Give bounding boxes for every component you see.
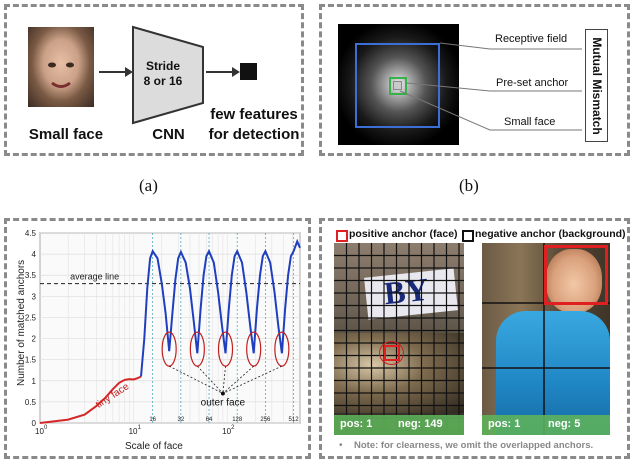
cnn-trapezoid	[132, 25, 204, 125]
y-tick-label: 1.5	[25, 356, 37, 365]
right-positive-anchor	[544, 245, 608, 305]
anchor-scale-label: 128	[232, 417, 243, 423]
outer-face-point	[220, 391, 225, 396]
y-tick-label: 4.5	[25, 229, 37, 238]
y-tick-label: 3	[32, 292, 37, 301]
arrow-face-to-cnn	[99, 67, 133, 77]
series-normal	[140, 238, 301, 377]
right-count-bar	[482, 415, 610, 435]
mutual-mismatch-box: Mutual Mismatch	[585, 29, 608, 142]
anchor-scale-label: 16	[149, 417, 156, 423]
receptive-field-box	[355, 43, 440, 128]
anchor-scale-label: 512	[289, 417, 300, 423]
legend-negative-swatch	[462, 230, 474, 242]
series-tiny	[39, 375, 142, 424]
arrow-cnn-to-features	[206, 67, 240, 77]
y-axis-label: Number of matched anchors	[16, 260, 27, 386]
plot-area	[39, 232, 301, 424]
outer-face-leader	[222, 365, 254, 394]
anchor-scale-label: 64	[206, 417, 213, 423]
legend-negative-label: negative anchor (background)	[475, 228, 626, 240]
cnn-label: CNN	[152, 126, 185, 143]
mutual-mismatch-label: Mutual Mismatch	[589, 36, 604, 135]
y-tick-label: 2	[32, 335, 37, 344]
receptive-field-label: Receptive field	[495, 33, 568, 45]
y-tick-label: 4	[32, 250, 37, 259]
right-pos-count: pos: 1	[488, 418, 521, 430]
y-tick-label: 0.5	[25, 398, 37, 407]
stride-label: Stride	[145, 59, 180, 73]
anchor-scale-label: 32	[178, 417, 185, 423]
panel-b: Receptive field Pre-set anchor Small fac…	[319, 4, 630, 156]
left-photo: BY pos: 1 neg: 149	[334, 243, 464, 435]
anchor-scale-label: 256	[260, 417, 271, 423]
preset-anchor-label: Pre-set anchor	[496, 77, 569, 89]
left-face-circle	[379, 341, 404, 365]
y-tick-label: 3.5	[25, 271, 37, 280]
x-tick-label: 10	[129, 427, 138, 436]
small-face-dot	[393, 81, 402, 90]
small-face-image	[28, 27, 94, 107]
note-bullet: •	[339, 440, 343, 451]
preset-anchor-box	[389, 77, 407, 95]
stride-values: 8 or 16	[143, 74, 183, 88]
caption-a: (a)	[139, 176, 158, 195]
x-tick-label: 10	[222, 427, 231, 436]
feature-map-block	[240, 63, 257, 80]
x-tick-label: 10	[35, 427, 44, 436]
legend-positive-swatch	[336, 230, 348, 242]
outer-face-leader	[222, 366, 226, 394]
left-count-bar	[334, 415, 464, 435]
panel-d: positive anchor (face) negative anchor (…	[319, 218, 630, 459]
left-neg-count: neg: 149	[398, 418, 443, 430]
small-face-label: Small face	[28, 126, 104, 143]
y-tick-label: 2.5	[25, 313, 37, 322]
outer-face-label: outer face	[201, 397, 246, 408]
average-line-label: average line	[70, 272, 119, 282]
y-tick-label: 0	[32, 419, 37, 428]
matched-anchors-chart: 00.511.522.533.544.5 10 0 10 1 10 216 32 64 128 2…	[16, 229, 301, 452]
x-axis-label: Scale of face	[125, 441, 183, 452]
small-face-label-b: Small face	[504, 116, 556, 128]
legend-positive-label: positive anchor (face)	[349, 228, 458, 240]
right-photo: pos: 1 neg: 5	[482, 243, 610, 435]
few-features-line1: few features	[210, 106, 298, 123]
y-tick-label: 1	[32, 377, 37, 386]
panel-c: 0 0.5 1 1.5 2 2.5 3 3.5 4 4.5 10 0 10 1 10 2 16 32 64 128 2…	[4, 218, 311, 459]
panel-a: Small face Stride 8 or 16 CNN few featur…	[4, 4, 304, 156]
right-neg-count: neg: 5	[548, 418, 581, 430]
right-shirt	[496, 311, 610, 435]
x-tick-exponent: 1	[138, 425, 142, 431]
few-features-line2: for detection	[208, 126, 300, 143]
note-text: Note: for clearness, we omit the overlap…	[354, 440, 594, 451]
x-tick-exponent: 0	[44, 425, 48, 431]
leader-lines	[399, 42, 582, 131]
left-anchor-grid	[334, 243, 464, 435]
caption-b: (b)	[459, 176, 479, 195]
x-tick-exponent: 2	[231, 425, 235, 431]
outer-face-leader	[222, 365, 283, 394]
left-pos-count: pos: 1	[340, 418, 373, 430]
